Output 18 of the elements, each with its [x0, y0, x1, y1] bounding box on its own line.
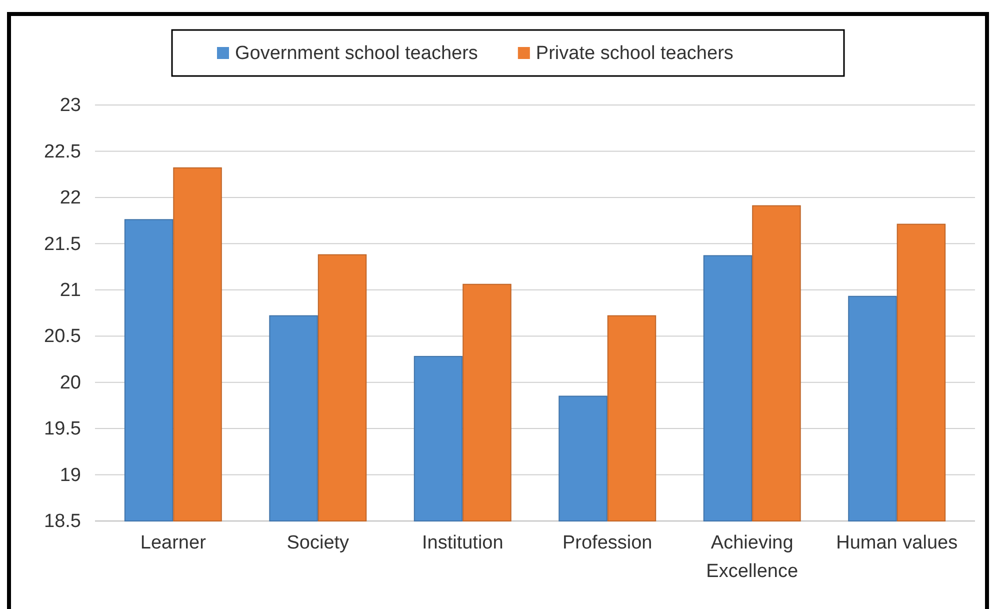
y-tick-label: 22.5 — [44, 141, 81, 162]
x-tick-label: Human values — [836, 532, 958, 554]
x-tick-label: Institution — [422, 532, 504, 554]
x-tick-label: Achieving Excellence — [706, 532, 798, 582]
x-tick-label: Profession — [562, 532, 652, 554]
x-tick-label: Learner — [140, 532, 207, 554]
y-tick-label: 20.5 — [44, 326, 81, 348]
x-tick-label: Society — [286, 532, 350, 554]
y-tick-label: 23 — [60, 95, 81, 116]
y-tick-label: 19.5 — [44, 418, 81, 440]
y-tick-label: 22 — [60, 188, 81, 209]
y-tick-label: 21.5 — [44, 234, 81, 255]
y-tick-label: 19 — [60, 464, 81, 486]
y-tick-label: 18.5 — [44, 511, 81, 532]
legend-label: Government school teachers — [235, 43, 478, 64]
legend-label: Private school teachers — [536, 43, 734, 64]
y-tick-label: 21 — [60, 280, 81, 301]
y-tick-label: 20 — [60, 372, 81, 394]
